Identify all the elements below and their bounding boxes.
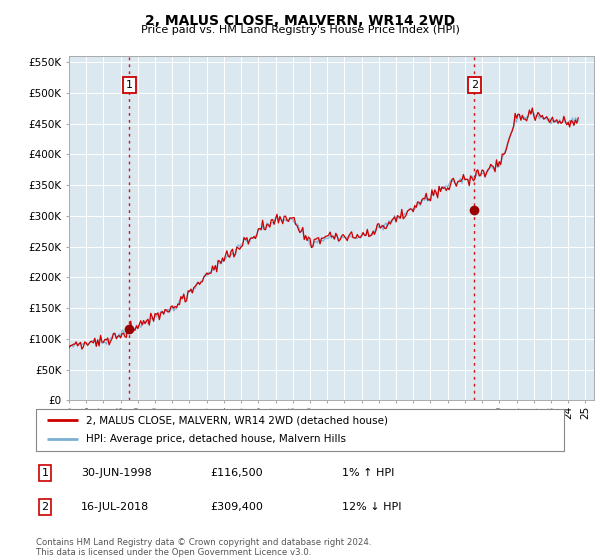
Text: Contains HM Land Registry data © Crown copyright and database right 2024.
This d: Contains HM Land Registry data © Crown c… — [36, 538, 371, 557]
Text: 1% ↑ HPI: 1% ↑ HPI — [342, 468, 394, 478]
Text: Price paid vs. HM Land Registry's House Price Index (HPI): Price paid vs. HM Land Registry's House … — [140, 25, 460, 35]
Text: 1: 1 — [126, 80, 133, 90]
Text: £309,400: £309,400 — [210, 502, 263, 512]
Text: HPI: Average price, detached house, Malvern Hills: HPI: Average price, detached house, Malv… — [86, 435, 346, 445]
Text: 16-JUL-2018: 16-JUL-2018 — [81, 502, 149, 512]
Text: 2: 2 — [41, 502, 49, 512]
Text: 1: 1 — [41, 468, 49, 478]
Text: 2, MALUS CLOSE, MALVERN, WR14 2WD: 2, MALUS CLOSE, MALVERN, WR14 2WD — [145, 14, 455, 28]
Text: 2, MALUS CLOSE, MALVERN, WR14 2WD (detached house): 2, MALUS CLOSE, MALVERN, WR14 2WD (detac… — [86, 415, 388, 425]
Text: 30-JUN-1998: 30-JUN-1998 — [81, 468, 152, 478]
Text: £116,500: £116,500 — [210, 468, 263, 478]
Text: 2: 2 — [470, 80, 478, 90]
Text: 12% ↓ HPI: 12% ↓ HPI — [342, 502, 401, 512]
